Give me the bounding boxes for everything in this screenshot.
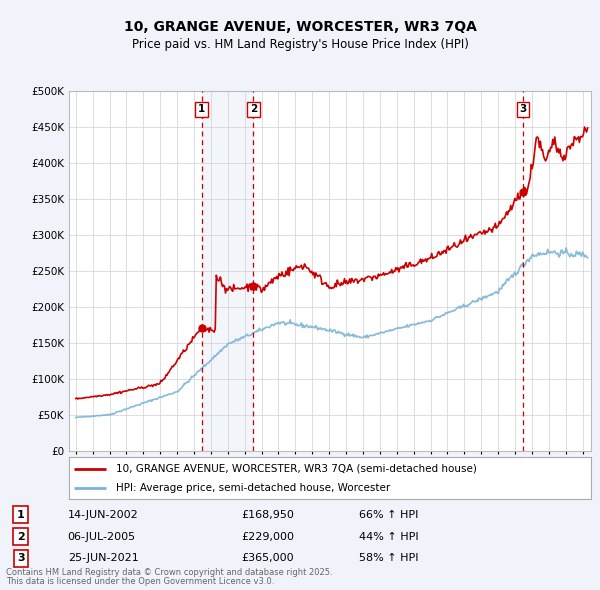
Text: HPI: Average price, semi-detached house, Worcester: HPI: Average price, semi-detached house,… <box>116 483 390 493</box>
Bar <box>202 91 253 451</box>
Text: 25-JUN-2021: 25-JUN-2021 <box>68 553 139 563</box>
Text: 10, GRANGE AVENUE, WORCESTER, WR3 7QA: 10, GRANGE AVENUE, WORCESTER, WR3 7QA <box>124 19 476 34</box>
Text: 3: 3 <box>520 104 527 114</box>
Text: Contains HM Land Registry data © Crown copyright and database right 2025.: Contains HM Land Registry data © Crown c… <box>6 568 332 577</box>
Text: £229,000: £229,000 <box>241 532 294 542</box>
Text: £365,000: £365,000 <box>241 553 294 563</box>
Text: 06-JUL-2005: 06-JUL-2005 <box>68 532 136 542</box>
Text: 10, GRANGE AVENUE, WORCESTER, WR3 7QA (semi-detached house): 10, GRANGE AVENUE, WORCESTER, WR3 7QA (s… <box>116 464 477 474</box>
Text: 2: 2 <box>17 532 25 542</box>
Text: This data is licensed under the Open Government Licence v3.0.: This data is licensed under the Open Gov… <box>6 577 274 586</box>
Text: 3: 3 <box>17 553 25 563</box>
Text: £168,950: £168,950 <box>241 510 294 520</box>
Text: 2: 2 <box>250 104 257 114</box>
Text: 66% ↑ HPI: 66% ↑ HPI <box>359 510 418 520</box>
Text: Price paid vs. HM Land Registry's House Price Index (HPI): Price paid vs. HM Land Registry's House … <box>131 38 469 51</box>
Text: 1: 1 <box>198 104 205 114</box>
Text: 14-JUN-2002: 14-JUN-2002 <box>68 510 139 520</box>
Text: 58% ↑ HPI: 58% ↑ HPI <box>359 553 418 563</box>
Text: 44% ↑ HPI: 44% ↑ HPI <box>359 532 418 542</box>
Text: 1: 1 <box>17 510 25 520</box>
